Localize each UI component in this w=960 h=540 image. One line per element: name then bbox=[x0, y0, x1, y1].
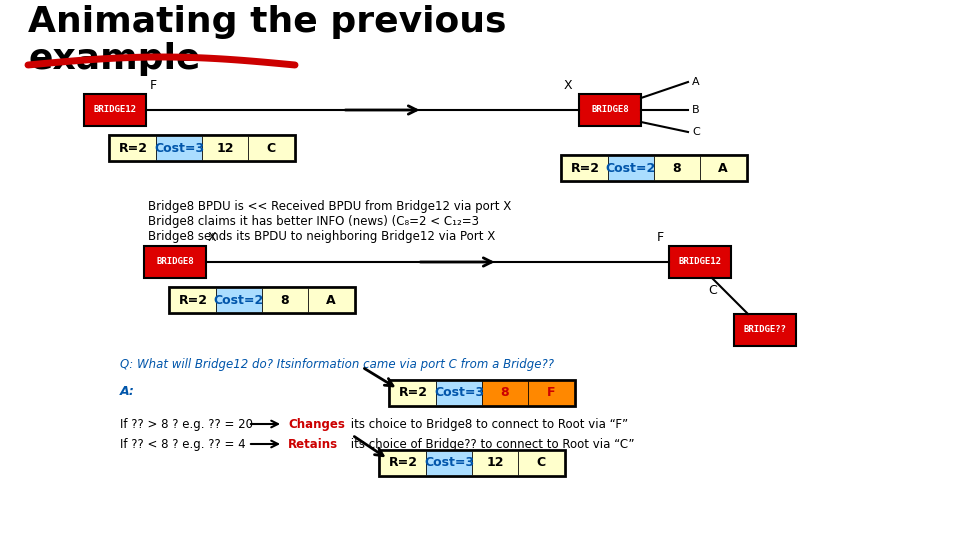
Text: 8: 8 bbox=[280, 294, 289, 307]
Text: R=2: R=2 bbox=[398, 387, 427, 400]
Text: BRIDGE12: BRIDGE12 bbox=[93, 105, 136, 114]
FancyBboxPatch shape bbox=[380, 451, 426, 475]
Text: Q: What will Bridge12 do? Itsinformation came via port C from a Bridge??: Q: What will Bridge12 do? Itsinformation… bbox=[120, 358, 554, 371]
Text: BRIDGE??: BRIDGE?? bbox=[743, 326, 786, 334]
Text: Cost=3: Cost=3 bbox=[424, 456, 474, 469]
Text: Bridge8 BPDU is << Received BPDU from Bridge12 via port X: Bridge8 BPDU is << Received BPDU from Br… bbox=[148, 200, 512, 213]
FancyBboxPatch shape bbox=[202, 136, 248, 160]
Text: C: C bbox=[537, 456, 545, 469]
FancyBboxPatch shape bbox=[216, 288, 262, 312]
Text: C: C bbox=[708, 284, 717, 297]
FancyBboxPatch shape bbox=[472, 451, 518, 475]
Text: X: X bbox=[208, 231, 217, 244]
FancyBboxPatch shape bbox=[561, 155, 747, 181]
FancyBboxPatch shape bbox=[110, 136, 156, 160]
Text: F: F bbox=[150, 79, 157, 92]
FancyBboxPatch shape bbox=[562, 156, 608, 180]
Text: A: A bbox=[718, 161, 728, 174]
FancyBboxPatch shape bbox=[436, 381, 482, 405]
FancyBboxPatch shape bbox=[308, 288, 354, 312]
FancyBboxPatch shape bbox=[389, 380, 575, 406]
FancyBboxPatch shape bbox=[669, 246, 731, 278]
Text: its choice of Bridge?? to connect to Root via “C”: its choice of Bridge?? to connect to Roo… bbox=[347, 438, 635, 451]
Text: Bridge8 sends its BPDU to neighboring Bridge12 via Port X: Bridge8 sends its BPDU to neighboring Br… bbox=[148, 230, 495, 243]
Text: R=2: R=2 bbox=[389, 456, 418, 469]
Text: Cost=2: Cost=2 bbox=[214, 294, 264, 307]
Text: Retains: Retains bbox=[288, 438, 338, 451]
Text: example: example bbox=[28, 42, 201, 76]
Text: R=2: R=2 bbox=[118, 141, 148, 154]
Text: 12: 12 bbox=[487, 456, 504, 469]
Text: If ?? < 8 ? e.g. ?? = 4: If ?? < 8 ? e.g. ?? = 4 bbox=[120, 438, 246, 451]
Text: Changes: Changes bbox=[288, 418, 345, 431]
FancyBboxPatch shape bbox=[390, 381, 436, 405]
Text: 12: 12 bbox=[216, 141, 233, 154]
Text: BRIDGE8: BRIDGE8 bbox=[591, 105, 629, 114]
Text: Cost=3: Cost=3 bbox=[154, 141, 204, 154]
Text: R=2: R=2 bbox=[570, 161, 599, 174]
Text: C: C bbox=[692, 127, 700, 137]
FancyBboxPatch shape bbox=[262, 288, 308, 312]
Text: 8: 8 bbox=[673, 161, 682, 174]
FancyBboxPatch shape bbox=[156, 136, 202, 160]
FancyBboxPatch shape bbox=[528, 381, 574, 405]
FancyBboxPatch shape bbox=[518, 451, 564, 475]
Text: X: X bbox=[564, 79, 572, 92]
Text: C: C bbox=[267, 141, 276, 154]
Text: A:: A: bbox=[120, 385, 134, 398]
Text: If ?? > 8 ? e.g. ?? = 20: If ?? > 8 ? e.g. ?? = 20 bbox=[120, 418, 253, 431]
Text: A: A bbox=[326, 294, 336, 307]
Text: Cost=3: Cost=3 bbox=[434, 387, 484, 400]
FancyBboxPatch shape bbox=[579, 94, 641, 126]
Text: B: B bbox=[692, 105, 700, 115]
FancyBboxPatch shape bbox=[734, 314, 796, 346]
FancyBboxPatch shape bbox=[608, 156, 654, 180]
FancyBboxPatch shape bbox=[426, 451, 472, 475]
FancyBboxPatch shape bbox=[248, 136, 294, 160]
FancyBboxPatch shape bbox=[700, 156, 746, 180]
FancyBboxPatch shape bbox=[654, 156, 700, 180]
Text: its choice to Bridge8 to connect to Root via “F”: its choice to Bridge8 to connect to Root… bbox=[347, 418, 628, 431]
Text: 8: 8 bbox=[501, 387, 510, 400]
Text: R=2: R=2 bbox=[179, 294, 207, 307]
Text: F: F bbox=[547, 387, 555, 400]
FancyBboxPatch shape bbox=[144, 246, 206, 278]
FancyBboxPatch shape bbox=[379, 450, 565, 476]
Text: BRIDGE12: BRIDGE12 bbox=[679, 258, 722, 267]
FancyBboxPatch shape bbox=[169, 287, 355, 313]
Text: A: A bbox=[692, 77, 700, 87]
FancyBboxPatch shape bbox=[482, 381, 528, 405]
Text: F: F bbox=[657, 231, 664, 244]
FancyBboxPatch shape bbox=[170, 288, 216, 312]
Text: Animating the previous: Animating the previous bbox=[28, 5, 507, 39]
Text: Bridge8 claims it has better INFO (news) (C₈=2 < C₁₂=3: Bridge8 claims it has better INFO (news)… bbox=[148, 215, 479, 228]
FancyBboxPatch shape bbox=[109, 135, 295, 161]
Text: Cost=2: Cost=2 bbox=[606, 161, 656, 174]
Text: BRIDGE8: BRIDGE8 bbox=[156, 258, 194, 267]
FancyBboxPatch shape bbox=[84, 94, 146, 126]
